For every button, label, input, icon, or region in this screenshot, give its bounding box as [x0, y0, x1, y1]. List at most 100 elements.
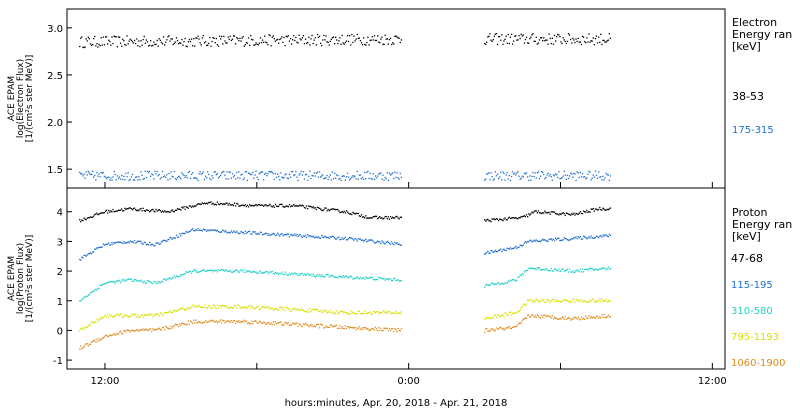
data-point [372, 216, 374, 218]
data-point [151, 282, 153, 284]
data-point [151, 173, 153, 175]
data-point [543, 239, 545, 241]
data-point [570, 271, 572, 273]
data-point [397, 279, 399, 281]
data-point [331, 208, 334, 210]
data-point [289, 310, 292, 312]
data-point [193, 230, 195, 232]
data-point [549, 213, 551, 215]
data-point [302, 35, 305, 37]
data-point [283, 306, 285, 309]
data-point [563, 270, 565, 272]
data-point [255, 307, 257, 309]
data-point [236, 202, 238, 205]
data-point [117, 314, 120, 316]
data-point [572, 176, 574, 178]
data-point [604, 316, 606, 319]
data-point [131, 280, 134, 282]
data-point [529, 316, 531, 318]
data-point [396, 36, 398, 38]
data-point [523, 271, 526, 273]
data-point [343, 43, 345, 45]
data-point [501, 314, 503, 317]
data-point [203, 42, 206, 44]
data-point [507, 327, 509, 329]
data-point [113, 211, 115, 213]
data-point [108, 39, 110, 41]
data-point [88, 172, 90, 174]
data-point [171, 327, 173, 329]
data-point [121, 280, 123, 282]
data-point [161, 240, 164, 242]
data-point [389, 278, 392, 280]
data-point [215, 269, 217, 271]
data-point [600, 209, 602, 211]
data-point [174, 310, 177, 312]
data-point [489, 179, 491, 181]
data-point [127, 43, 129, 45]
data-point [356, 276, 358, 278]
data-point [509, 327, 512, 329]
data-point [528, 300, 530, 302]
data-point [123, 210, 125, 212]
data-point [125, 241, 127, 244]
data-point [366, 240, 368, 243]
data-point [208, 173, 210, 176]
data-point [123, 175, 125, 178]
data-point [311, 275, 313, 277]
data-point [206, 230, 208, 233]
data-point [590, 235, 592, 237]
data-point [140, 314, 142, 316]
data-point [310, 177, 312, 180]
data-point [316, 171, 319, 173]
data-point [181, 308, 183, 310]
data-point [351, 213, 353, 216]
data-point [269, 171, 271, 173]
data-point [104, 314, 107, 316]
data-point [190, 38, 193, 40]
data-point [178, 325, 180, 328]
data-point [596, 235, 599, 238]
data-point [181, 206, 183, 208]
data-point [285, 307, 287, 309]
data-point [325, 236, 327, 238]
data-point [374, 242, 377, 244]
data-point [200, 322, 202, 324]
data-point [126, 279, 128, 281]
data-point [286, 307, 288, 309]
data-point [281, 306, 283, 309]
data-point [389, 243, 392, 245]
data-point [207, 171, 209, 173]
data-point [323, 275, 325, 278]
data-point [330, 236, 332, 238]
data-point [607, 301, 609, 303]
data-point [353, 312, 355, 314]
data-point [522, 318, 524, 320]
data-point [503, 329, 505, 331]
data-point [338, 40, 340, 42]
data-point [591, 298, 593, 300]
data-point [324, 235, 326, 237]
data-point [522, 244, 524, 246]
data-point [160, 176, 163, 179]
data-point [340, 276, 342, 278]
data-point [529, 239, 531, 241]
data-point [141, 174, 143, 176]
data-point [514, 312, 516, 314]
data-point [573, 298, 575, 300]
data-point [381, 329, 383, 332]
data-point [398, 312, 400, 314]
data-point [578, 271, 580, 273]
data-point [139, 280, 141, 282]
data-point [250, 233, 252, 235]
data-point [215, 37, 217, 40]
data-point [321, 324, 323, 326]
data-point [265, 232, 267, 234]
data-point [586, 209, 588, 212]
data-point [87, 345, 89, 347]
data-point [242, 204, 244, 206]
data-point [567, 239, 570, 241]
data-point [590, 40, 592, 42]
data-point [204, 203, 207, 205]
data-point [537, 171, 540, 173]
